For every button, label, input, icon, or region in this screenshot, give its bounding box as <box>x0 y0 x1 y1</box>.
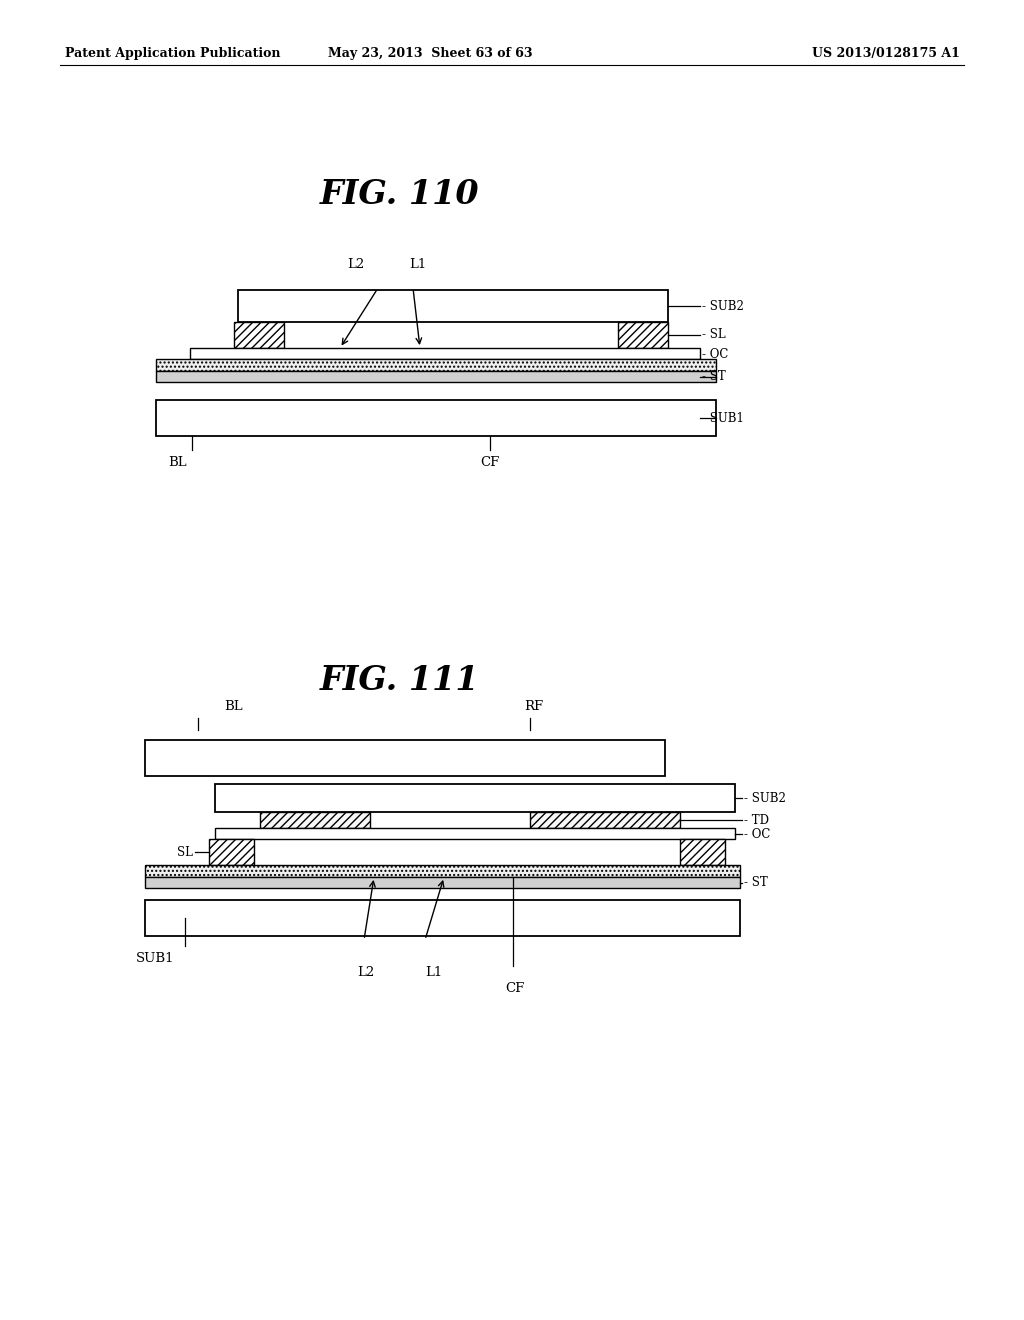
Text: May 23, 2013  Sheet 63 of 63: May 23, 2013 Sheet 63 of 63 <box>328 46 532 59</box>
Bar <box>234 322 284 348</box>
Bar <box>190 348 700 359</box>
Text: CF: CF <box>480 455 500 469</box>
Text: BL: BL <box>224 700 244 713</box>
Bar <box>145 876 740 888</box>
Bar <box>209 840 254 865</box>
Bar <box>618 322 668 348</box>
Text: - SUB2: - SUB2 <box>744 792 785 804</box>
Bar <box>156 371 716 381</box>
Text: L2: L2 <box>357 965 375 978</box>
Text: FIG. 110: FIG. 110 <box>321 178 480 211</box>
Text: - SUB1: - SUB1 <box>702 412 743 425</box>
Bar <box>530 812 680 828</box>
Text: - TD: - TD <box>744 813 769 826</box>
Bar <box>215 828 735 840</box>
Text: L1: L1 <box>410 257 427 271</box>
Text: - ST: - ST <box>702 371 726 384</box>
Text: L2: L2 <box>347 257 365 271</box>
Text: SL: SL <box>177 846 193 858</box>
Text: SUB1: SUB1 <box>136 952 174 965</box>
Bar <box>260 812 370 828</box>
Bar <box>156 359 716 371</box>
Text: L1: L1 <box>425 965 442 978</box>
Bar <box>238 290 668 322</box>
Bar <box>145 741 665 776</box>
Text: BL: BL <box>169 455 187 469</box>
Bar <box>680 840 725 865</box>
Text: - OC: - OC <box>702 347 728 360</box>
Text: US 2013/0128175 A1: US 2013/0128175 A1 <box>812 46 961 59</box>
Bar <box>145 900 740 936</box>
Text: - SL: - SL <box>702 329 726 342</box>
Text: - ST: - ST <box>744 876 768 890</box>
Text: - SUB2: - SUB2 <box>702 300 743 313</box>
Bar <box>156 400 716 436</box>
Bar <box>215 784 735 812</box>
Bar <box>145 865 740 876</box>
Text: FIG. 111: FIG. 111 <box>321 664 480 697</box>
Text: RF: RF <box>524 700 544 713</box>
Text: - OC: - OC <box>744 828 770 841</box>
Text: CF: CF <box>506 982 524 994</box>
Text: Patent Application Publication: Patent Application Publication <box>65 46 281 59</box>
